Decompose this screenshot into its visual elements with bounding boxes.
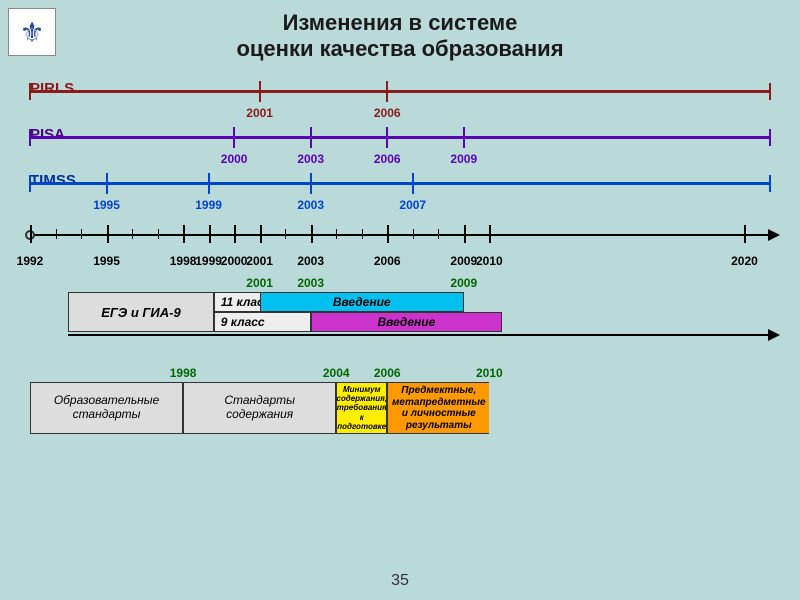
page-title: Изменения в системе оценки качества обра… — [0, 10, 800, 63]
track-year-label: 2007 — [399, 198, 426, 212]
track-line-timss — [30, 182, 770, 185]
track-year-label: 1999 — [195, 198, 222, 212]
ege-class-9: 9 класс — [214, 312, 311, 332]
axis-minor-tick — [158, 229, 159, 239]
track-tick — [463, 127, 465, 148]
axis-year-label: 2001 — [246, 254, 273, 268]
standards-cell-3: Предмектные, метапредметные и личностные… — [387, 382, 489, 434]
ege-intro-bar-11: Введение — [260, 292, 464, 312]
track-cap — [29, 175, 31, 192]
axis-minor-tick — [56, 229, 57, 239]
track-tick — [310, 173, 312, 194]
track-tick — [310, 127, 312, 148]
ege-top-year-label: 2001 — [246, 276, 273, 290]
ege-arrow-line — [68, 334, 770, 336]
track-tick — [208, 173, 210, 194]
title-line-1: Изменения в системе — [0, 10, 800, 36]
axis-major-tick — [107, 225, 109, 243]
track-year-label: 2001 — [246, 106, 273, 120]
axis-major-tick — [260, 225, 262, 243]
ege-arrowhead-icon — [768, 329, 780, 341]
axis-minor-tick — [362, 229, 363, 239]
ege-intro-bar-9: Введение — [311, 312, 502, 332]
axis-major-tick — [234, 225, 236, 243]
track-cap — [769, 129, 771, 146]
track-line-pisa — [30, 136, 770, 139]
axis-major-tick — [183, 225, 185, 243]
axis-major-tick — [387, 225, 389, 243]
standards-cell-2: Минимум содержания, требования к подгото… — [336, 382, 387, 434]
axis-major-tick — [209, 225, 211, 243]
axis-year-label: 2006 — [374, 254, 401, 268]
page-number: 35 — [0, 572, 800, 590]
standards-cell-1: Стандарты содержания — [183, 382, 336, 434]
timeline-stage: PIRLS 2001 2006 PISA 2000 2003 2006 2009 TIMSS 19… — [30, 76, 770, 556]
track-label-pirls: PIRLS — [30, 80, 74, 97]
track-year-label: 2003 — [297, 152, 324, 166]
axis-year-label: 2003 — [297, 254, 324, 268]
track-cap — [769, 83, 771, 100]
track-year-label: 2006 — [374, 106, 401, 120]
axis-year-label: 2000 — [221, 254, 248, 268]
axis-year-label: 2009 — [450, 254, 477, 268]
axis-year-label: 1992 — [17, 254, 44, 268]
track-year-label: 2006 — [374, 152, 401, 166]
track-line-pirls — [30, 90, 770, 93]
track-cap — [29, 83, 31, 100]
main-axis-line — [30, 234, 770, 236]
track-year-label: 2000 — [221, 152, 248, 166]
track-tick — [259, 81, 261, 102]
standards-year-label: 2010 — [476, 366, 503, 380]
title-line-2: оценки качества образования — [0, 36, 800, 62]
axis-minor-tick — [81, 229, 82, 239]
track-tick — [106, 173, 108, 194]
axis-minor-tick — [336, 229, 337, 239]
axis-year-label: 2020 — [731, 254, 758, 268]
axis-year-label: 1999 — [195, 254, 222, 268]
track-year-label: 2003 — [297, 198, 324, 212]
ege-top-year-label: 2009 — [450, 276, 477, 290]
axis-major-tick — [744, 225, 746, 243]
axis-year-label: 1998 — [170, 254, 197, 268]
track-label-pisa: PISA — [30, 126, 65, 143]
track-year-label: 1995 — [93, 198, 120, 212]
track-cap — [769, 175, 771, 192]
track-year-label: 2009 — [450, 152, 477, 166]
axis-minor-tick — [438, 229, 439, 239]
ege-title-cell: ЕГЭ и ГИА-9 — [68, 292, 213, 332]
track-label-timss: TIMSS — [30, 172, 76, 189]
axis-major-tick — [464, 225, 466, 243]
track-tick — [412, 173, 414, 194]
axis-major-tick — [311, 225, 313, 243]
axis-arrowhead-icon — [768, 229, 780, 241]
track-tick — [233, 127, 235, 148]
axis-major-tick — [30, 225, 32, 243]
track-tick — [386, 127, 388, 148]
axis-minor-tick — [285, 229, 286, 239]
standards-year-label: 1998 — [170, 366, 197, 380]
track-tick — [386, 81, 388, 102]
standards-year-label: 2006 — [374, 366, 401, 380]
track-cap — [29, 129, 31, 146]
axis-minor-tick — [413, 229, 414, 239]
ege-top-year-label: 2003 — [297, 276, 324, 290]
axis-minor-tick — [132, 229, 133, 239]
axis-major-tick — [489, 225, 491, 243]
standards-year-label: 2004 — [323, 366, 350, 380]
standards-cell-0: Образовательные стандарты — [30, 382, 183, 434]
axis-year-label: 2010 — [476, 254, 503, 268]
axis-year-label: 1995 — [93, 254, 120, 268]
